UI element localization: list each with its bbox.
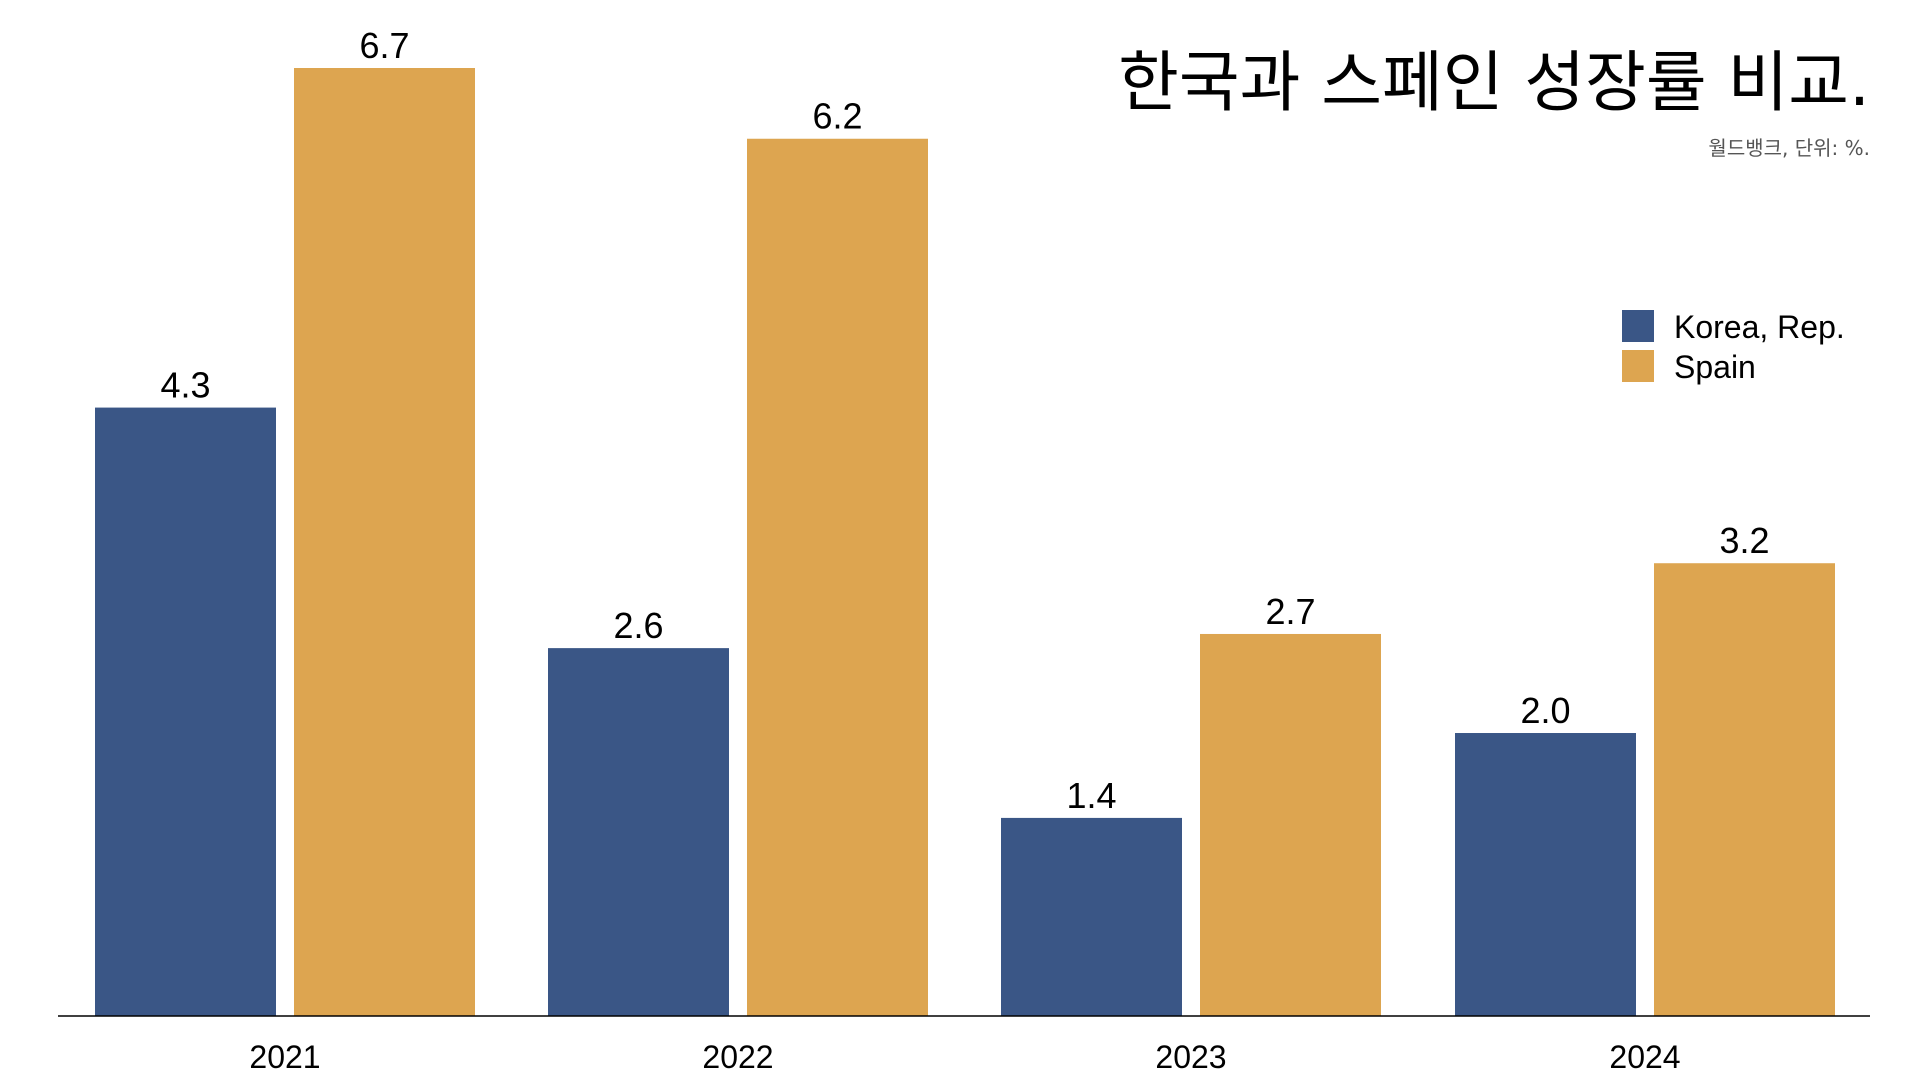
bar-spain-2024 bbox=[1654, 563, 1835, 1016]
value-label: 2.7 bbox=[1265, 591, 1315, 632]
value-label: 1.4 bbox=[1066, 775, 1116, 816]
value-label: 3.2 bbox=[1719, 520, 1769, 561]
bar-spain-2023 bbox=[1200, 633, 1381, 1016]
legend: Korea, Rep. Spain bbox=[1622, 309, 1845, 385]
x-tick-label: 2021 bbox=[249, 1039, 320, 1075]
value-label: 6.2 bbox=[812, 96, 862, 137]
bar-korea-rep-2021 bbox=[95, 407, 276, 1016]
chart-title: 한국과 스페인 성장률 비교. bbox=[1118, 44, 1870, 121]
chart-subtitle: 월드뱅크, 단위: %. bbox=[1708, 136, 1870, 160]
legend-label: Spain bbox=[1674, 349, 1756, 385]
value-label: 4.3 bbox=[160, 365, 210, 406]
value-label: 2.0 bbox=[1520, 690, 1570, 731]
x-tick-label: 2024 bbox=[1609, 1039, 1680, 1075]
bar-spain-2021 bbox=[294, 68, 475, 1016]
bar-korea-rep-2023 bbox=[1001, 817, 1182, 1016]
x-tick-label: 2022 bbox=[702, 1039, 773, 1075]
legend-swatch-1 bbox=[1622, 350, 1654, 382]
x-tick-labels: 2021 2022 2023 2024 bbox=[249, 1039, 1680, 1075]
value-labels-layer: 4.3 6.7 2.6 6.2 1.4 2.7 2.0 3.2 bbox=[160, 25, 1769, 816]
bars-layer bbox=[95, 68, 1835, 1016]
legend-label: Korea, Rep. bbox=[1674, 309, 1845, 345]
bar-korea-rep-2024 bbox=[1455, 733, 1636, 1016]
value-label: 6.7 bbox=[359, 25, 409, 66]
bar-korea-rep-2022 bbox=[548, 648, 729, 1016]
value-label: 2.6 bbox=[613, 605, 663, 646]
x-tick-label: 2023 bbox=[1155, 1039, 1226, 1075]
legend-swatch-0 bbox=[1622, 310, 1654, 342]
bar-spain-2022 bbox=[747, 138, 928, 1016]
